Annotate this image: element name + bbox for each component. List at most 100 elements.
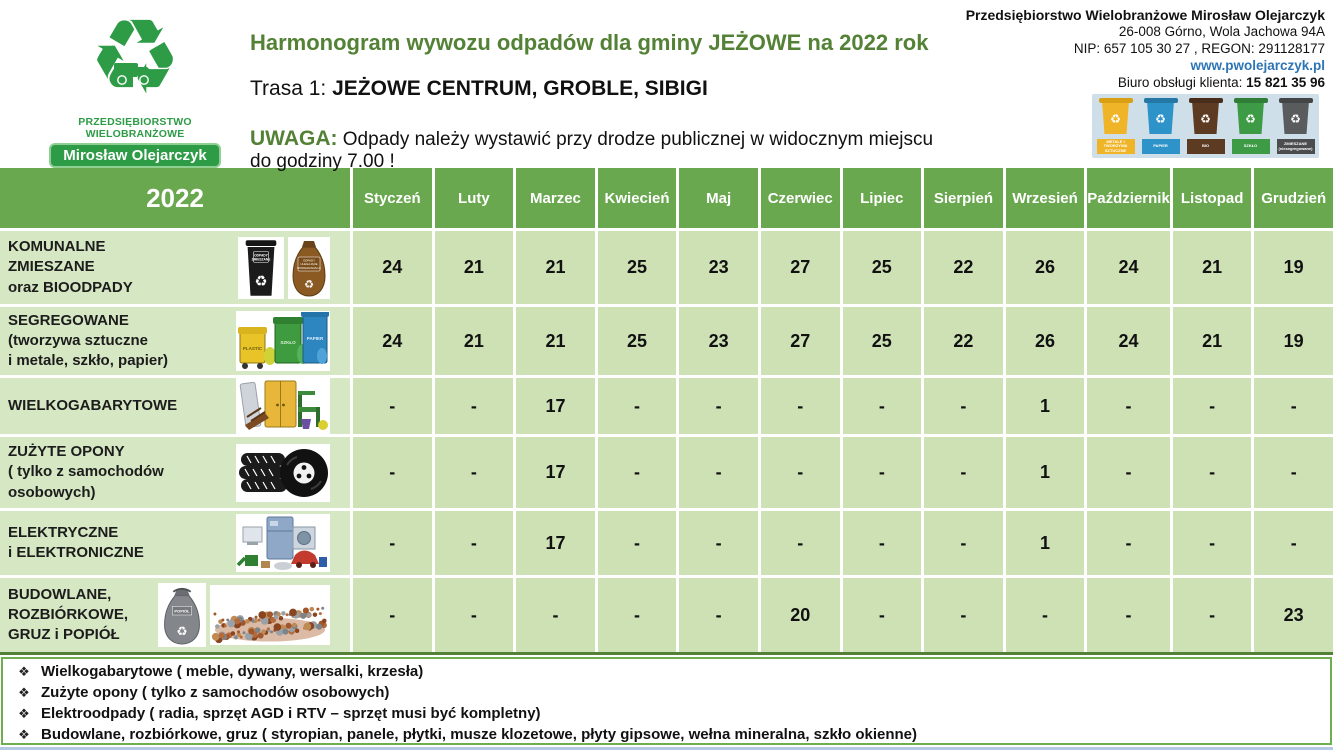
bin-icon: ♻ PAPIER <box>1141 98 1180 154</box>
schedule-value-cell: - <box>1172 437 1252 508</box>
schedule-value-cell: 17 <box>516 437 595 508</box>
schedule-value-cell: - <box>1172 378 1252 434</box>
schedule-value-cell: 21 <box>1172 307 1252 375</box>
route-line: Trasa 1: JEŻOWE CENTRUM, GROBLE, SIBIGI <box>250 77 950 101</box>
bins-legend-graphic: ♻ METALE I TWORZYWA SZTUCZNE ♻ PAPIER ♻ BIO ♻ S… <box>1092 94 1319 158</box>
schedule-value-cell: 22 <box>924 231 1003 304</box>
schedule-value-cell: 25 <box>597 231 677 304</box>
month-header-cell: Kwiecień <box>597 168 677 228</box>
bin-icon: ♻ METALE I TWORZYWA SZTUCZNE <box>1096 98 1135 155</box>
bin-icon: ♻ BIO <box>1186 98 1225 154</box>
waste-type-label-cell: SEGREGOWANE (tworzywa sztuczne i metale, s… <box>0 307 350 375</box>
notes-panel: ❖ Wielkogabarytowe ( meble, dywany, wersa… <box>1 657 1332 745</box>
bin-icon: ♻ SZKŁO <box>1231 98 1270 154</box>
construction-icon: POPIÓŁ ♻ <box>158 583 206 647</box>
schedule-value-cell: - <box>1087 378 1170 434</box>
schedule-value-cell: 22 <box>924 307 1003 375</box>
company-address: 26-008 Górno, Wola Jachowa 94A <box>1118 24 1325 40</box>
waste-type-label: KOMUNALNE ZMIESZANE oraz BIOODPADY <box>8 238 133 296</box>
schedule-value-cell: 24 <box>353 307 432 375</box>
waste-type-label-cell: WIELKOGABARYTOWE <box>0 378 350 434</box>
schedule-value-cell: 1 <box>1005 511 1085 575</box>
construction-icon <box>210 585 330 645</box>
schedule-value-cell: 25 <box>842 231 922 304</box>
year-header-cell: 2022 <box>0 168 350 228</box>
month-header-cell: Styczeń <box>353 168 432 228</box>
svg-text:PLASTIC: PLASTIC <box>243 346 263 351</box>
month-header-cell: Czerwiec <box>760 168 840 228</box>
schedule-value-cell: - <box>1254 378 1333 434</box>
schedule-value-cell: - <box>353 378 432 434</box>
note-text: Budowlane, rozbiórkowe, gruz ( styropian… <box>41 726 918 743</box>
schedule-value-cell: 24 <box>353 231 432 304</box>
month-header-cell: Wrzesień <box>1005 168 1085 228</box>
schedule-value-cell: - <box>1087 511 1170 575</box>
notice-line: UWAGA: Odpady należy wystawić przy drodz… <box>250 127 950 173</box>
waste-type-label-cell: KOMUNALNE ZMIESZANE oraz BIOODPADY ODPADY ZM… <box>0 231 350 304</box>
schedule-value-cell: 23 <box>1254 578 1333 652</box>
schedule-value-cell: - <box>597 511 677 575</box>
schedule-value-cell: - <box>597 578 677 652</box>
month-header-cell: Marzec <box>516 168 595 228</box>
svg-text:ZMIESZANE: ZMIESZANE <box>252 257 272 261</box>
month-header-cell: Maj <box>679 168 758 228</box>
diamond-bullet-icon: ❖ <box>18 727 30 742</box>
bottom-accent-bar <box>0 747 1333 750</box>
schedule-value-cell: 24 <box>1087 307 1170 375</box>
schedule-value-cell: 21 <box>516 231 595 304</box>
schedule-value-cell: - <box>679 511 758 575</box>
schedule-value-cell: - <box>434 378 514 434</box>
schedule-value-cell: 26 <box>1005 307 1085 375</box>
segregated-icon: PLASTIC SZKŁO PAPIER <box>236 311 330 371</box>
bin-label: ZMIESZANE (niesegregowane) <box>1276 139 1315 154</box>
month-header-cell: Październik <box>1087 168 1170 228</box>
note-text: Elektroodpady ( radia, sprzęt AGD i RTV … <box>41 705 541 722</box>
tires-icon <box>236 443 330 502</box>
notice-text: Odpady należy wystawić przy drodze publi… <box>250 129 934 172</box>
schedule-value-cell: - <box>842 511 922 575</box>
company-website-link[interactable]: www.pwolejarczyk.pl <box>1190 57 1325 73</box>
schedule-value-cell: 21 <box>1172 231 1252 304</box>
bin-label: METALE I TWORZYWA SZTUCZNE <box>1096 139 1135 155</box>
mixed-waste-icon: ODPADY ZMIESZANE ♻ <box>238 236 284 299</box>
schedule-value-cell: - <box>842 378 922 434</box>
waste-type-label: BUDOWLANE, ROZBIÓRKOWE, GRUZ i POPIÓŁ <box>8 585 128 644</box>
company-registry: NIP: 657 105 30 27 , REGON: 291128177 <box>1073 41 1325 57</box>
schedule-value-cell: - <box>924 511 1003 575</box>
schedule-value-cell: 17 <box>516 511 595 575</box>
waste-type-label: ZUŻYTE OPONY( tylko z samochodów osobowyc… <box>8 443 164 501</box>
schedule-value-cell: - <box>597 437 677 508</box>
svg-text:POPIÓŁ: POPIÓŁ <box>174 608 190 613</box>
month-header-cell: Sierpień <box>924 168 1003 228</box>
waste-type-label: ELEKTRYCZNE i ELEKTRONICZNE <box>8 523 144 561</box>
schedule-value-cell: 21 <box>434 231 514 304</box>
schedule-table: 2022 Styczeń Luty Marzec Kwiecień Maj Czerwie… <box>0 168 1333 655</box>
note-item: ❖ Wielkogabarytowe ( meble, dywany, wersa… <box>7 663 1320 684</box>
svg-text:PAPIER: PAPIER <box>307 336 324 341</box>
schedule-value-cell: 24 <box>1087 231 1170 304</box>
schedule-value-cell: 1 <box>1005 437 1085 508</box>
month-header-cell: Luty <box>434 168 514 228</box>
schedule-value-cell: 27 <box>760 231 840 304</box>
truck-icon <box>113 60 157 91</box>
route-prefix: Trasa 1: <box>250 77 327 100</box>
schedule-value-cell: - <box>760 378 840 434</box>
schedule-value-cell: 21 <box>516 307 595 375</box>
schedule-value-cell: 21 <box>434 307 514 375</box>
schedule-value-cell: - <box>1005 578 1085 652</box>
schedule-value-cell: - <box>924 378 1003 434</box>
customer-service-label: Biuro obsługi klienta: <box>1117 74 1243 90</box>
waste-type-label: WIELKOGABARYTOWE <box>8 396 178 414</box>
schedule-value-cell: - <box>679 378 758 434</box>
schedule-value-cell: - <box>353 578 432 652</box>
note-text: Wielkogabarytowe ( meble, dywany, wersal… <box>41 663 424 680</box>
svg-text:ULEGAJĄCE: ULEGAJĄCE <box>300 262 317 266</box>
schedule-value-cell: - <box>516 578 595 652</box>
svg-text:♻: ♻ <box>255 274 268 290</box>
waste-type-label-cell: BUDOWLANE, ROZBIÓRKOWE, GRUZ i POPIÓŁ POPIÓ… <box>0 578 350 652</box>
svg-text:SZKŁO: SZKŁO <box>280 340 296 345</box>
bin-label: SZKŁO <box>1231 139 1270 154</box>
header: ♻ PRZEDSIĘBIORSTWO WIELOBRANŻOWE Mirosła… <box>0 0 1333 172</box>
diamond-bullet-icon: ❖ <box>18 685 30 700</box>
